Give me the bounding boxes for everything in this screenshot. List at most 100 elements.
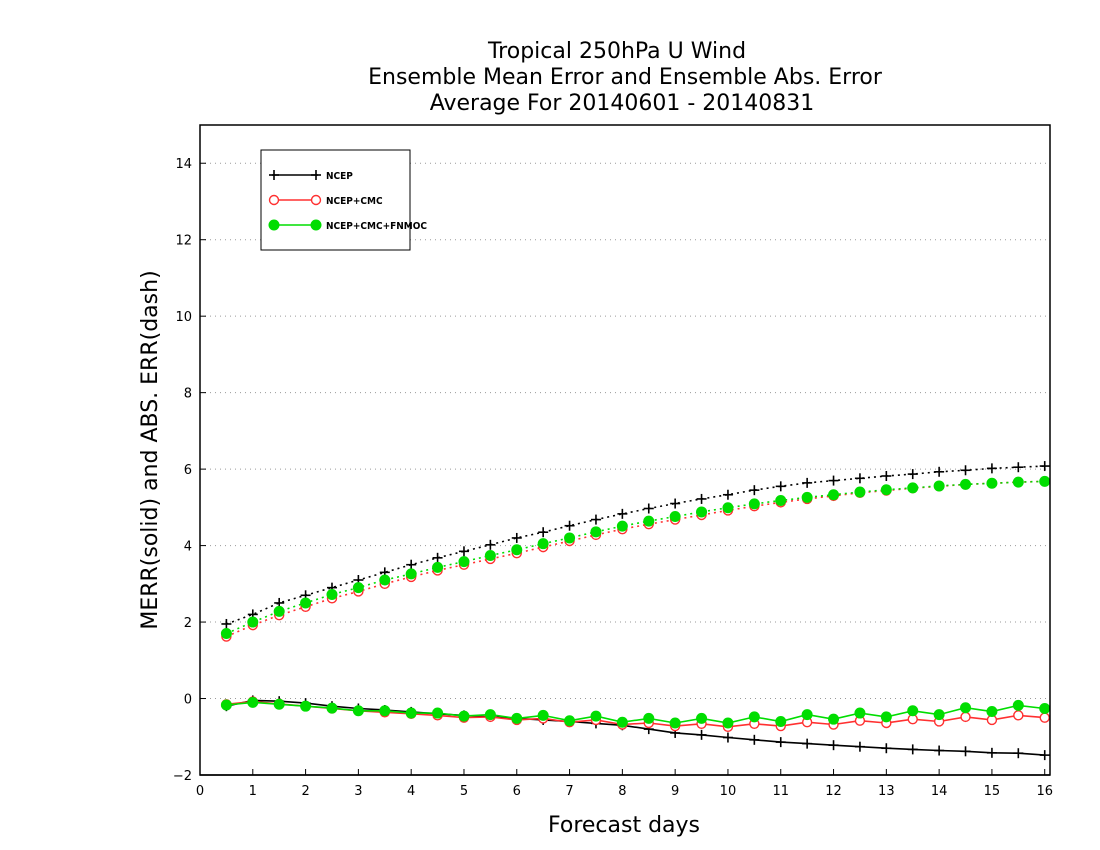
merr-point — [775, 715, 787, 727]
grid — [200, 162, 1050, 700]
merr-point — [960, 711, 971, 723]
merr-point — [880, 711, 892, 723]
abs-err-line — [226, 480, 1045, 635]
abs-err-point — [1039, 475, 1051, 487]
abs-err-point — [960, 478, 972, 490]
abs-err-point — [511, 532, 522, 543]
merr-point — [722, 732, 733, 743]
x-tick-label: 11 — [772, 784, 789, 799]
merr-point — [1039, 750, 1050, 761]
x-tick-label: 8 — [618, 784, 626, 799]
abs-err-point — [538, 527, 549, 538]
y-tick-label: 6 — [184, 463, 192, 478]
y-tick-label: 2 — [184, 616, 192, 631]
abs-err-point — [828, 475, 839, 486]
merr-point — [1013, 710, 1024, 721]
abs-err-point — [643, 515, 655, 527]
abs-err-line — [226, 480, 1045, 638]
abs-err-point — [484, 550, 496, 562]
x-tick-label: 0 — [196, 784, 204, 799]
merr-point — [352, 705, 364, 717]
legend-label: NCEP — [326, 171, 353, 182]
merr-point — [960, 746, 971, 757]
merr-point — [881, 743, 892, 754]
abs-err-point — [854, 486, 866, 498]
x-tick-label: 13 — [878, 784, 895, 799]
abs-err-point — [669, 511, 681, 523]
merr-point — [986, 747, 997, 758]
x-tick-label: 2 — [301, 784, 309, 799]
abs-err-point — [748, 498, 760, 510]
x-tick-label: 15 — [984, 784, 1001, 799]
series-ncep — [221, 461, 1050, 761]
merr-point — [1012, 699, 1024, 711]
abs-err-point — [696, 506, 708, 518]
abs-err-point — [617, 508, 628, 519]
merr-point — [379, 705, 391, 717]
legend-marker — [268, 194, 280, 206]
merr-point — [854, 707, 866, 719]
x-tick-label: 14 — [931, 784, 948, 799]
abs-err-point — [1039, 461, 1050, 472]
merr-point — [775, 737, 786, 748]
merr-point — [458, 710, 470, 722]
abs-err-point — [352, 582, 364, 594]
abs-err-point — [801, 491, 813, 503]
abs-err-point — [458, 556, 470, 568]
x-tick-label: 5 — [460, 784, 468, 799]
abs-err-point — [960, 465, 971, 476]
abs-err-point — [616, 520, 628, 532]
legend-marker — [310, 219, 322, 231]
abs-err-point — [1012, 476, 1024, 488]
merr-point — [749, 734, 760, 745]
legend-label: NCEP+CMC+FNMOC — [326, 221, 427, 232]
merr-point — [828, 740, 839, 751]
merr-point — [643, 712, 655, 724]
abs-err-point — [828, 489, 840, 501]
abs-err-point — [379, 574, 391, 586]
abs-err-point — [300, 597, 312, 609]
merr-point — [907, 744, 918, 755]
merr-point — [696, 729, 707, 740]
legend-entry: NCEP+CMC+FNMOC — [268, 219, 427, 232]
x-axis-label: Forecast days — [548, 813, 700, 838]
legend-marker — [311, 170, 321, 180]
x-tick-label: 7 — [565, 784, 573, 799]
legend-entry: NCEP — [269, 170, 353, 182]
merr-point — [934, 745, 945, 756]
abs-err-point — [775, 494, 787, 506]
abs-err-point — [933, 480, 945, 492]
abs-err-point — [881, 471, 892, 481]
abs-err-point — [564, 520, 575, 531]
merr-point — [802, 738, 813, 749]
abs-err-point — [907, 482, 919, 494]
merr-point — [537, 709, 549, 721]
merr-point — [907, 705, 919, 717]
series-ncep-cmc — [221, 476, 1050, 733]
chart-title-line-3: Average For 20140601 - 20140831 — [430, 91, 815, 116]
abs-err-point — [986, 463, 997, 474]
x-tick-label: 9 — [671, 784, 679, 799]
abs-err-point — [802, 477, 813, 488]
merr-point — [511, 712, 523, 724]
abs-err-point — [749, 485, 760, 496]
plot-series — [220, 461, 1051, 761]
merr-point — [828, 713, 840, 725]
y-tick-label: 4 — [184, 540, 192, 555]
merr-point — [1039, 702, 1051, 714]
x-tick-label: 4 — [407, 784, 415, 799]
merr-point — [1013, 748, 1024, 759]
x-tick-label: 6 — [513, 784, 521, 799]
abs-err-point — [564, 532, 576, 544]
merr-point — [722, 717, 734, 729]
x-tick-label: 3 — [354, 784, 362, 799]
merr-point — [405, 707, 417, 719]
merr-point — [564, 715, 576, 727]
merr-point — [247, 696, 259, 708]
abs-err-point — [458, 546, 469, 557]
x-tick-label: 1 — [249, 784, 257, 799]
y-tick-label: 14 — [175, 157, 192, 172]
merr-point — [484, 709, 496, 721]
